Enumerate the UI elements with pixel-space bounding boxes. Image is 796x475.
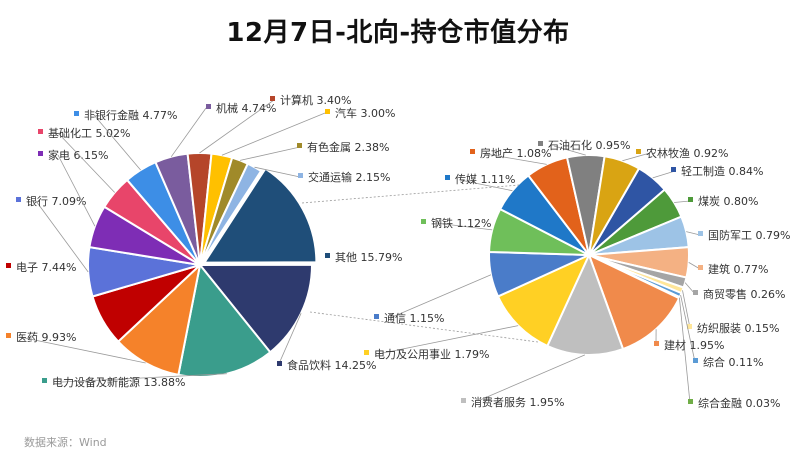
breakout-leader-1 bbox=[674, 200, 691, 203]
breakout-leader-7 bbox=[679, 297, 691, 404]
breakout-label-marker-6 bbox=[693, 358, 698, 363]
breakout-leader-11 bbox=[389, 274, 492, 319]
breakout-slice-10 bbox=[496, 252, 592, 348]
main-leader-6 bbox=[57, 154, 96, 227]
breakout-label-2: 国防军工 0.79% bbox=[708, 228, 790, 242]
breakout-label-11: 通信 1.15% bbox=[384, 312, 444, 325]
breakout-label-5: 纺织服装 0.15% bbox=[697, 321, 779, 335]
main-label-marker-8 bbox=[74, 111, 79, 116]
breakout-leader-13 bbox=[459, 179, 513, 192]
breakout-label-13: 传媒 1.11% bbox=[455, 173, 515, 186]
breakout-label-7: 综合金融 0.03% bbox=[698, 396, 780, 410]
main-slice-0 bbox=[202, 167, 318, 264]
breakout-label-marker-15 bbox=[538, 141, 543, 146]
main-leader-2 bbox=[61, 373, 227, 383]
main-label-12: 有色金属 2.38% bbox=[307, 140, 389, 154]
breakout-leader-15 bbox=[553, 145, 586, 156]
breakout-label-14: 房地产 1.08% bbox=[480, 146, 551, 160]
main-leader-12 bbox=[240, 146, 301, 161]
data-source-note: 数据来源：Wind bbox=[24, 436, 107, 449]
main-label-marker-4 bbox=[6, 263, 11, 268]
main-label-marker-2 bbox=[42, 378, 47, 383]
main-leader-13 bbox=[254, 166, 301, 178]
breakout-label-9: 消费者服务 1.95% bbox=[471, 395, 564, 409]
main-label-5: 银行 7.09% bbox=[26, 194, 86, 208]
main-label-0: 其他 15.79% bbox=[335, 251, 402, 264]
main-label-marker-9 bbox=[206, 104, 211, 109]
breakout-label-marker-16 bbox=[636, 149, 641, 154]
breakout-label-marker-13 bbox=[445, 175, 450, 180]
breakout-leader-14 bbox=[485, 153, 547, 165]
main-label-marker-7 bbox=[38, 129, 43, 134]
main-label-3: 医药 9.93% bbox=[16, 331, 76, 344]
breakout-label-3: 建筑 0.77% bbox=[708, 262, 768, 276]
chart-title: 12月7日-北向-持仓市值分布 bbox=[226, 18, 570, 48]
main-label-marker-1 bbox=[277, 361, 282, 366]
breakout-label-marker-8 bbox=[654, 341, 659, 346]
main-label-marker-12 bbox=[297, 143, 302, 148]
breakout-slice-8 bbox=[587, 253, 681, 351]
breakout-label-marker-14 bbox=[470, 149, 475, 154]
breakout-label-marker-9 bbox=[461, 398, 466, 403]
breakout-label-6: 综合 0.11% bbox=[703, 355, 763, 369]
main-label-marker-3 bbox=[6, 333, 11, 338]
breakout-label-marker-4 bbox=[693, 290, 698, 295]
main-leader-8 bbox=[93, 114, 141, 171]
breakout-slice-16 bbox=[588, 155, 641, 256]
breakout-label-16: 农林牧渔 0.92% bbox=[646, 146, 728, 160]
breakout-leader-5 bbox=[682, 290, 691, 329]
breakout-label-0: 轻工制造 0.84% bbox=[681, 164, 763, 178]
main-leader-5 bbox=[35, 200, 89, 273]
main-label-6: 家电 6.15% bbox=[48, 148, 108, 162]
breakout-label-8: 建材 1.95% bbox=[664, 338, 724, 352]
breakout-label-10: 电力及公用事业 1.79% bbox=[374, 348, 489, 361]
breakout-leader-0 bbox=[652, 170, 676, 179]
breakout-leader-12 bbox=[435, 222, 493, 231]
main-label-4: 电子 7.44% bbox=[16, 261, 76, 274]
breakout-leader-9 bbox=[479, 354, 586, 401]
main-label-marker-6 bbox=[38, 151, 43, 156]
breakout-label-marker-7 bbox=[688, 399, 693, 404]
main-label-8: 非银行金融 4.77% bbox=[84, 108, 177, 122]
breakout-label-marker-0 bbox=[671, 167, 676, 172]
main-label-13: 交通运输 2.15% bbox=[308, 170, 390, 184]
main-label-7: 基础化工 5.02% bbox=[48, 126, 130, 140]
breakout-leader-10 bbox=[377, 325, 519, 355]
main-leader-10 bbox=[199, 99, 275, 154]
connector-line-top bbox=[301, 184, 520, 204]
breakout-label-1: 煤炭 0.80% bbox=[698, 195, 758, 208]
breakout-leader-2 bbox=[686, 231, 701, 236]
main-leader-1 bbox=[277, 313, 302, 367]
main-label-marker-13 bbox=[298, 173, 303, 178]
breakout-leader-6 bbox=[680, 295, 696, 363]
main-label-10: 计算机 3.40% bbox=[280, 93, 351, 107]
breakout-label-marker-1 bbox=[688, 197, 693, 202]
breakout-label-15: 石油石化 0.95% bbox=[548, 138, 630, 152]
breakout-leader-16 bbox=[622, 152, 651, 162]
main-leader-11 bbox=[221, 112, 326, 156]
breakout-label-marker-3 bbox=[698, 265, 703, 270]
main-leader-9 bbox=[170, 107, 207, 158]
breakout-label-marker-11 bbox=[374, 314, 379, 319]
main-label-marker-10 bbox=[270, 96, 275, 101]
breakout-label-marker-10 bbox=[364, 350, 369, 355]
main-label-11: 汽车 3.00% bbox=[335, 106, 395, 120]
breakout-label-12: 钢铁 1.12% bbox=[431, 217, 491, 230]
main-leader-7 bbox=[57, 132, 115, 193]
main-leader-3 bbox=[19, 336, 146, 364]
main-label-marker-5 bbox=[16, 197, 21, 202]
main-label-1: 食品饮料 14.25% bbox=[287, 358, 376, 372]
breakout-label-marker-5 bbox=[687, 324, 692, 329]
breakout-label-4: 商贸零售 0.26% bbox=[703, 287, 785, 301]
breakout-label-marker-12 bbox=[421, 219, 426, 224]
main-label-2: 电力设备及新能源 13.88% bbox=[52, 375, 185, 389]
main-label-9: 机械 4.74% bbox=[216, 101, 276, 115]
main-label-marker-0 bbox=[325, 253, 330, 258]
main-label-marker-11 bbox=[325, 109, 330, 114]
breakout-label-marker-2 bbox=[698, 231, 703, 236]
